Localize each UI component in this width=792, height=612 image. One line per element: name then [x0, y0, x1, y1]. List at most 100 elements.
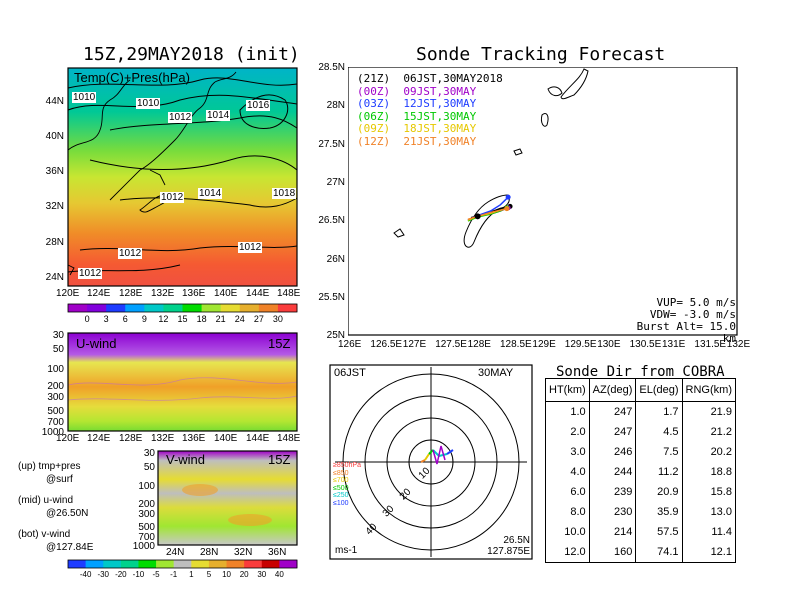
colorbar-cell: [279, 560, 298, 568]
temp-map-frame: [67, 67, 298, 287]
colorbar-cell: [173, 560, 192, 568]
note-bot: (bot) v-wind @127.84E: [18, 529, 94, 553]
colorbar-cell: [258, 304, 279, 312]
polar-location: 26.5N 127.875E: [487, 535, 530, 557]
pressure-tick-label: 30: [52, 330, 64, 341]
lon-tick-label: 128E: [467, 339, 491, 350]
table-cell: 214: [588, 522, 636, 542]
table-cell: 1.7: [635, 401, 683, 422]
table-cell: 247: [588, 422, 636, 442]
lon-tick-label: 148E: [277, 288, 301, 299]
colorbar-cell: [120, 560, 139, 568]
contour-label: 1010: [72, 92, 97, 103]
pressure-tick-label: 50: [52, 344, 64, 355]
hodograph: [420, 445, 454, 465]
lat-tick-label: 44N: [45, 96, 64, 107]
lon-tick-label: 130E: [597, 339, 621, 350]
lon-tick-label: 129.5E: [564, 339, 597, 350]
track-map-svg: [348, 67, 738, 336]
pressure-tick-label: 200: [47, 381, 64, 392]
track-legend-item: (06Z) 15JST,30MAY: [357, 109, 477, 123]
level-legend-item: ≤250: [333, 492, 349, 499]
colorbar-tick: -30: [97, 570, 109, 579]
pressure-tick-label: 30: [143, 448, 155, 459]
vwind-label: V-wind: [166, 452, 206, 467]
table-row: 1.0 247 1.7 21.9: [546, 401, 735, 422]
pressure-contours: [67, 77, 298, 273]
uwind-label: U-wind: [76, 336, 117, 351]
colorbar-tick: 21: [216, 314, 226, 324]
colorbar-cell: [182, 304, 203, 312]
table-row: 8.0 230 35.9 13.0: [546, 502, 735, 522]
colorbar-cell: [239, 304, 260, 312]
contour-label: 1012: [160, 192, 185, 203]
table-cell: 230: [588, 502, 636, 522]
track-map-frame: [348, 67, 738, 336]
colorbar-tick: 27: [254, 314, 264, 324]
colorbar-cell: [103, 560, 122, 568]
vwind-field: [158, 451, 297, 545]
colorbar-cell: [261, 560, 280, 568]
legend-notes: (up) tmp+pres @surf (mid) u-wind @26.50N (…: [18, 460, 93, 554]
colorbar-cell: [201, 304, 222, 312]
colorbar-cell: [226, 560, 245, 568]
colorbar-cell: [208, 560, 228, 568]
table-cell: 7.5: [635, 442, 683, 462]
table-cell: 11.4: [681, 522, 735, 542]
lat-tick-label: 32N: [234, 547, 253, 558]
table-cell: 10.0: [564, 526, 586, 538]
table-cell: 57.5: [635, 522, 683, 542]
table-cell: 35.9: [635, 502, 683, 522]
launch-point: [474, 213, 481, 220]
colorbar-cell: [220, 304, 241, 312]
pressure-tick-label: 500: [47, 406, 64, 417]
track-end-point: [504, 206, 510, 212]
contour-label: 1012: [168, 112, 193, 123]
colorbar-tick: 0: [85, 314, 90, 324]
contour-label: 1012: [238, 242, 263, 253]
hodo-segment: [420, 459, 426, 463]
hodo-segment: [432, 445, 446, 465]
lat-tick-label: 25.5N: [318, 291, 345, 303]
note-mid: (mid) u-wind @26.50N: [18, 495, 89, 519]
pressure-tick-label: 1000: [132, 541, 155, 552]
level-legend-item: ≤500: [333, 484, 349, 492]
table-cell: 12.0: [564, 546, 586, 558]
colorbar-cell: [106, 304, 126, 312]
contour-label: 1014: [198, 188, 223, 199]
colorbar-cell: [138, 560, 157, 568]
pressure-tick-label: 200: [138, 499, 155, 510]
lon-tick-label: 126E: [338, 339, 362, 350]
table-cell: 4.0: [570, 466, 586, 478]
hodo-segment: [424, 453, 430, 461]
lon-tick-label: 130.5E: [629, 339, 662, 350]
table-cell: 8.0: [570, 506, 586, 518]
colorbar-tick: 6: [123, 314, 128, 324]
column-header: AZ(deg): [588, 379, 636, 402]
lat-tick-label: 36N: [268, 547, 287, 558]
cobra-header-row: HT(km) AZ(deg) EL(deg) RNG(km): [546, 379, 735, 402]
lon-tick-label: 127E: [402, 339, 427, 350]
vwind-frame: [157, 450, 298, 546]
uwind-frame: [67, 332, 298, 432]
temp-colorbar: 0 3 6 9 12 15 18 21 24 27 30: [67, 303, 298, 324]
lat-tick-label: 27N: [326, 176, 345, 188]
table-cell: 2.0: [570, 426, 586, 438]
lon-tick-label: 132E: [151, 288, 175, 299]
track-lines: [467, 194, 513, 222]
colorbar-tick: 30: [257, 570, 266, 579]
uwind-time: 15Z: [268, 336, 291, 351]
pressure-tick-label: 100: [138, 481, 155, 492]
contour-label: 1012: [118, 248, 143, 259]
table-cell: 6.0: [570, 486, 586, 498]
polar-unit: ms-1: [335, 545, 358, 556]
table-cell: 18.8: [681, 462, 735, 482]
table-cell: 3.0: [570, 446, 586, 458]
lon-tick-label: 120E: [56, 288, 80, 299]
lat-tick-label: 28N: [326, 100, 345, 112]
lat-tick-label: 28.5N: [318, 62, 345, 73]
colorbar-tick: 40: [275, 570, 284, 579]
vwind-detail: [182, 484, 272, 526]
level-legend-item: ≥850hPa: [333, 462, 361, 469]
colorbar-tick: -1: [170, 570, 178, 579]
